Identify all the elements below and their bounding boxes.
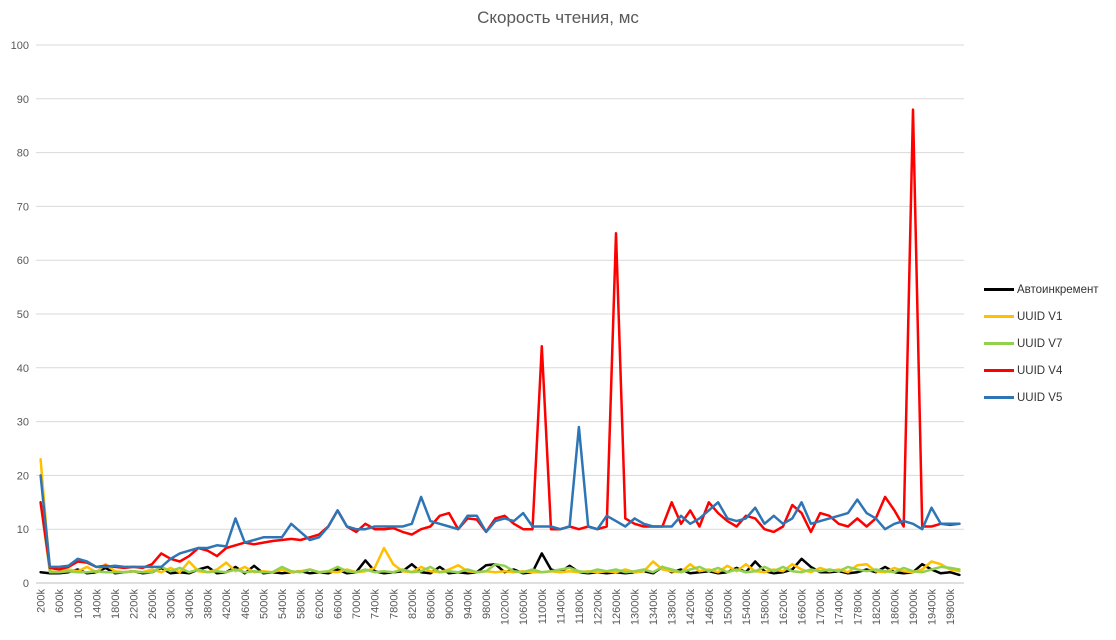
x-tick-label: 11400k bbox=[555, 589, 567, 625]
x-tick-label: 19400k bbox=[927, 589, 939, 626]
x-tick-label: 1400k bbox=[91, 589, 103, 619]
x-tick-label: 19800k bbox=[945, 589, 957, 626]
y-tick-label: 100 bbox=[11, 40, 29, 52]
x-tick-label: 14200k bbox=[685, 589, 697, 626]
legend-swatch bbox=[984, 368, 1014, 373]
x-tick-label: 6600k bbox=[333, 589, 345, 619]
legend-swatch bbox=[984, 395, 1014, 400]
x-tick-label: 200k bbox=[36, 589, 48, 613]
x-tick-label: 1000k bbox=[73, 589, 85, 619]
x-tick-label: 5400k bbox=[277, 589, 289, 619]
x-tick-label: 11800k bbox=[574, 589, 586, 625]
x-tick-label: 2600k bbox=[147, 589, 159, 619]
x-tick-label: 10200k bbox=[500, 589, 512, 626]
x-tick-label: 17000k bbox=[815, 589, 827, 626]
y-tick-label: 90 bbox=[17, 94, 29, 106]
x-tick-label: 10600k bbox=[518, 589, 530, 626]
x-tick-label: 6200k bbox=[314, 589, 326, 619]
x-tick-label: 15800k bbox=[759, 589, 771, 626]
legend-label: UUID V1 bbox=[1017, 310, 1063, 323]
legend-item-uuid-v5: UUID V5 bbox=[984, 384, 1099, 411]
x-tick-label: 3400k bbox=[184, 589, 196, 619]
x-tick-label: 17400k bbox=[834, 589, 846, 626]
y-tick-label: 70 bbox=[17, 201, 29, 213]
y-tick-label: 40 bbox=[17, 363, 29, 375]
x-tick-label: 14600k bbox=[704, 589, 716, 626]
legend-item-автоинкремент: Автоинкремент bbox=[984, 276, 1099, 303]
x-tick-label: 8200k bbox=[407, 589, 419, 619]
y-tick-label: 50 bbox=[17, 309, 29, 321]
legend-label: UUID V5 bbox=[1017, 391, 1063, 404]
x-tick-label: 17800k bbox=[852, 589, 864, 626]
legend-swatch bbox=[984, 314, 1014, 319]
legend: Автоинкремент UUID V1 UUID V7 UUID V4 UUID V… bbox=[984, 276, 1099, 411]
x-tick-label: 16200k bbox=[778, 589, 790, 626]
x-tick-label: 600k bbox=[54, 589, 66, 613]
series-line-uuid-v4 bbox=[39, 108, 961, 571]
x-tick-label: 12200k bbox=[592, 589, 604, 626]
x-tick-label: 12600k bbox=[611, 589, 623, 626]
x-tick-label: 9400k bbox=[463, 589, 475, 619]
x-tick-label: 9800k bbox=[481, 589, 493, 619]
x-tick-label: 15000k bbox=[722, 589, 734, 626]
y-tick-label: 80 bbox=[17, 148, 29, 160]
series-line-uuid-v7 bbox=[39, 501, 961, 574]
x-tick-label: 13000k bbox=[630, 589, 642, 626]
x-tick-label: 4200k bbox=[221, 589, 233, 619]
legend-label: UUID V7 bbox=[1017, 337, 1063, 350]
y-tick-label: 20 bbox=[17, 470, 29, 482]
x-tick-label: 11000k bbox=[537, 589, 549, 625]
x-tick-label: 7800k bbox=[388, 589, 400, 619]
chart-title: Скорость чтения, мс bbox=[477, 8, 639, 27]
x-tick-label: 5800k bbox=[295, 589, 307, 619]
y-tick-label: 10 bbox=[17, 524, 29, 536]
y-tick-label: 0 bbox=[23, 578, 29, 590]
x-tick-label: 3800k bbox=[203, 589, 215, 619]
legend-label: UUID V4 bbox=[1017, 364, 1063, 377]
x-tick-label: 9000k bbox=[444, 589, 456, 619]
legend-label: Автоинкремент bbox=[1017, 283, 1099, 296]
legend-item-uuid-v7: UUID V7 bbox=[984, 330, 1099, 357]
x-tick-label: 13800k bbox=[667, 589, 679, 626]
x-tick-label: 8600k bbox=[425, 589, 437, 619]
legend-item-uuid-v4: UUID V4 bbox=[984, 357, 1099, 384]
x-tick-label: 13400k bbox=[648, 589, 660, 626]
x-tick-label: 19000k bbox=[908, 589, 920, 626]
x-tick-label: 15400k bbox=[741, 589, 753, 626]
legend-item-uuid-v1: UUID V1 bbox=[984, 303, 1099, 330]
x-tick-label: 7400k bbox=[370, 589, 382, 619]
x-tick-label: 3000k bbox=[166, 589, 178, 619]
x-tick-label: 16600k bbox=[797, 589, 809, 626]
x-tick-label: 2200k bbox=[128, 589, 140, 619]
x-tick-label: 4600k bbox=[240, 589, 252, 619]
x-tick-label: 18600k bbox=[889, 589, 901, 626]
legend-swatch bbox=[984, 287, 1014, 292]
x-tick-label: 18200k bbox=[871, 589, 883, 626]
x-tick-label: 1800k bbox=[110, 589, 122, 619]
y-tick-label: 60 bbox=[17, 255, 29, 267]
y-tick-label: 30 bbox=[17, 417, 29, 429]
x-tick-label: 5000k bbox=[258, 589, 270, 619]
x-tick-label: 7000k bbox=[351, 589, 363, 619]
series-line-uuid-v5 bbox=[39, 425, 961, 569]
legend-swatch bbox=[984, 341, 1014, 346]
